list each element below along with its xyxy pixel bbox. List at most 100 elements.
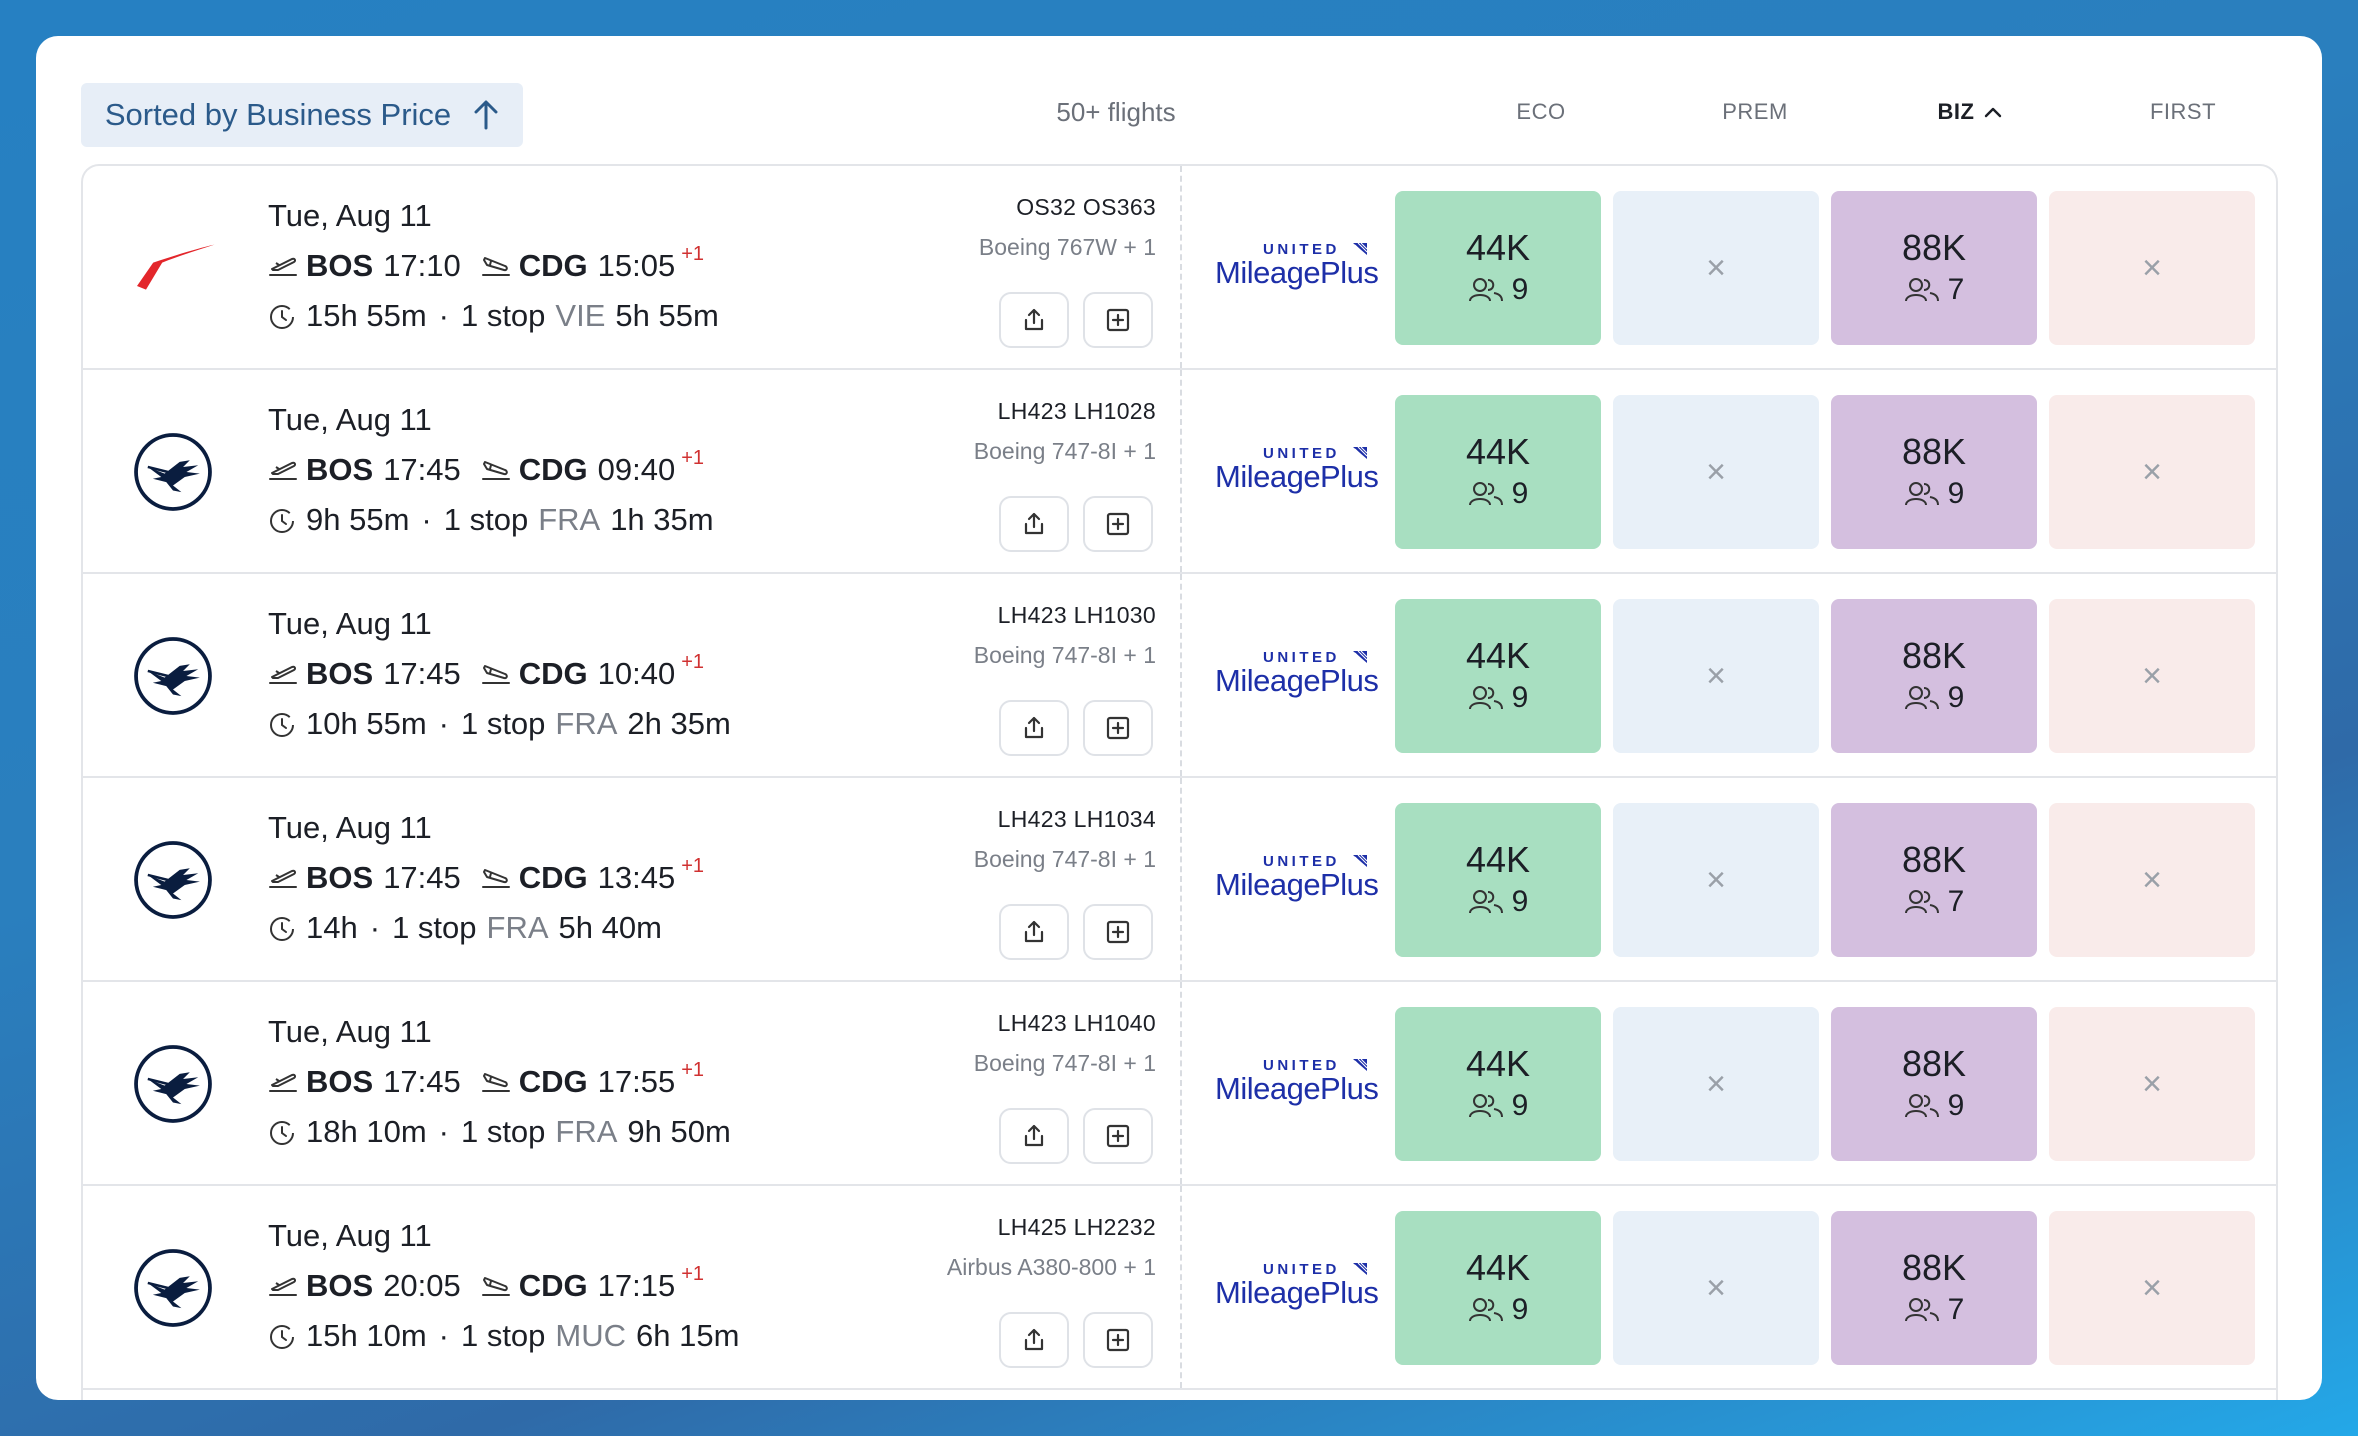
unavailable-icon: × <box>1706 1064 1726 1103</box>
flight-route: BOS 17:10 CDG 15:05 +1 <box>268 243 1068 286</box>
takeoff-icon <box>269 665 297 684</box>
sort-button[interactable]: Sorted by Business Price <box>81 83 523 147</box>
add-button[interactable] <box>1083 904 1153 960</box>
business-seats: 7 <box>1904 883 1964 921</box>
takeoff-icon <box>269 869 297 888</box>
flight-route: BOS 17:45 CDG 13:45 +1 <box>268 855 1068 898</box>
separator-dot: · <box>438 706 449 741</box>
business-seats: 7 <box>1904 1291 1964 1329</box>
day-offset: +1 <box>681 651 705 673</box>
economy-seats: 9 <box>1468 475 1528 513</box>
economy-fare-cell[interactable]: 44K 9 <box>1395 1007 1601 1161</box>
results-card: Sorted by Business Price 50+ flights ECO… <box>36 36 2322 1400</box>
landing-icon <box>481 257 510 276</box>
first-fare-cell: × <box>2049 1007 2255 1161</box>
flight-numbers: LH425 LH2232 <box>997 1214 1156 1240</box>
plus-square-icon <box>1106 308 1130 332</box>
flight-numbers: LH423 LH1030 <box>997 602 1156 628</box>
economy-fare-cell[interactable]: 44K 9 <box>1395 395 1601 549</box>
add-button[interactable] <box>1083 496 1153 552</box>
share-button[interactable] <box>999 292 1069 348</box>
business-price: 88K <box>1901 635 1967 676</box>
business-fare-cell[interactable]: 88K 9 <box>1831 599 2037 753</box>
airline-logo <box>123 218 223 318</box>
clock-icon <box>270 1325 294 1349</box>
column-header-prem[interactable]: PREM <box>1722 99 1788 124</box>
premium-fare-cell: × <box>1613 1007 1819 1161</box>
unavailable-icon: × <box>2142 452 2162 491</box>
first-fare-cell: × <box>2049 1211 2255 1365</box>
share-button[interactable] <box>999 700 1069 756</box>
plus-square-icon <box>1106 920 1130 944</box>
premium-fare-cell: × <box>1613 395 1819 549</box>
share-button[interactable] <box>999 1312 1069 1368</box>
flight-route: BOS 20:05 CDG 17:15 +1 <box>268 1263 1068 1306</box>
premium-fare-cell: × <box>1613 1211 1819 1365</box>
column-header-eco[interactable]: ECO <box>1516 99 1566 124</box>
business-fare-cell[interactable]: 88K 7 <box>1831 191 2037 345</box>
flight-row[interactable]: Tue, Aug 11 BOS 20:05 CDG 17:1 <box>83 1186 2276 1390</box>
row-divider <box>1180 574 1182 776</box>
business-fare-cell[interactable]: 88K 9 <box>1831 395 2037 549</box>
add-button[interactable] <box>1083 700 1153 756</box>
share-button[interactable] <box>999 904 1069 960</box>
share-button[interactable] <box>999 496 1069 552</box>
column-header-first[interactable]: FIRST <box>2149 99 2217 124</box>
add-button[interactable] <box>1083 1108 1153 1164</box>
aircraft: Boeing 747-8I + 1 <box>973 846 1156 872</box>
unavailable-icon: × <box>2142 1268 2162 1307</box>
flight-row[interactable]: Tue, Aug 11 BOS 17:10 CDG 15:0 <box>83 166 2276 370</box>
premium-fare-cell: × <box>1613 191 1819 345</box>
departure: BOS 17:45 <box>268 858 461 898</box>
layover-airport: FRA <box>555 1114 618 1149</box>
united-mileageplus-logo: UNITED MileagePlus . <box>1213 1054 1383 1114</box>
business-fare-cell[interactable]: 88K 7 <box>1831 803 2037 957</box>
business-price: 88K <box>1901 1247 1967 1288</box>
share-button[interactable] <box>999 1108 1069 1164</box>
add-button[interactable] <box>1083 1312 1153 1368</box>
economy-seat-count: 9 <box>1511 1089 1529 1122</box>
airline-logo <box>123 626 223 726</box>
economy-seats: 9 <box>1468 679 1528 717</box>
flight-info: Tue, Aug 11 BOS 20:05 CDG 17:1 <box>268 1216 1068 1356</box>
column-header-biz[interactable]: BIZ <box>1870 99 2070 125</box>
flight-meta: 15h 55m · 1 stop VIE 5h 55m <box>268 296 1068 336</box>
stops: 1 stop <box>443 502 529 537</box>
departure-time: 17:45 <box>383 1064 461 1099</box>
business-price: 88K <box>1901 1043 1967 1084</box>
economy-fare-cell[interactable]: 44K 9 <box>1395 803 1601 957</box>
departure: BOS 17:45 <box>268 654 461 694</box>
svg-text:MileagePlus: MileagePlus <box>1215 663 1378 698</box>
airline-logo <box>123 1238 223 1338</box>
flight-row[interactable]: Tue, Aug 11 BOS 17:45 CDG 13:4 <box>83 778 2276 982</box>
economy-fare-cell[interactable]: 44K 9 <box>1395 191 1601 345</box>
add-button[interactable] <box>1083 292 1153 348</box>
economy-fare-cell[interactable]: 44K 9 <box>1395 1211 1601 1365</box>
landing-icon <box>481 665 510 684</box>
lufthansa-crane-icon <box>134 1045 212 1123</box>
business-fare-cell[interactable]: 88K 9 <box>1831 1007 2037 1161</box>
day-offset: +1 <box>681 855 705 877</box>
lufthansa-crane-icon <box>134 1249 212 1327</box>
flight-route: BOS 17:45 CDG 17:55 +1 <box>268 1059 1068 1102</box>
departure-time: 17:45 <box>383 860 461 895</box>
svg-text:.: . <box>1373 1295 1376 1305</box>
flight-row[interactable]: Tue, Aug 11 BOS 17:45 CDG 10:4 <box>83 574 2276 778</box>
share-icon <box>1024 1328 1044 1351</box>
svg-text:UNITED: UNITED <box>1263 853 1340 870</box>
flight-row[interactable]: Tue, Aug 11 BOS 17:45 CDG 17:5 <box>83 982 2276 1186</box>
economy-fare-cell[interactable]: 44K 9 <box>1395 599 1601 753</box>
economy-seats: 9 <box>1468 1291 1528 1329</box>
departure: BOS 17:10 <box>268 246 461 286</box>
flight-row[interactable]: Tue, Aug 11 BOS 17:45 CDG 09:4 <box>83 370 2276 574</box>
departure: BOS 17:45 <box>268 450 461 490</box>
economy-price: 44K <box>1465 839 1531 880</box>
flight-meta: 15h 10m · 1 stop MUC 6h 15m <box>268 1316 1068 1356</box>
aircraft: Airbus A380-800 + 1 <box>946 1254 1156 1280</box>
users-icon <box>1904 1094 1939 1118</box>
airline-logo <box>123 830 223 930</box>
share-icon <box>1024 1124 1044 1147</box>
flight-date: Tue, Aug 11 <box>268 402 432 437</box>
business-fare-cell[interactable]: 88K 7 <box>1831 1211 2037 1365</box>
users-icon <box>1904 1298 1939 1322</box>
